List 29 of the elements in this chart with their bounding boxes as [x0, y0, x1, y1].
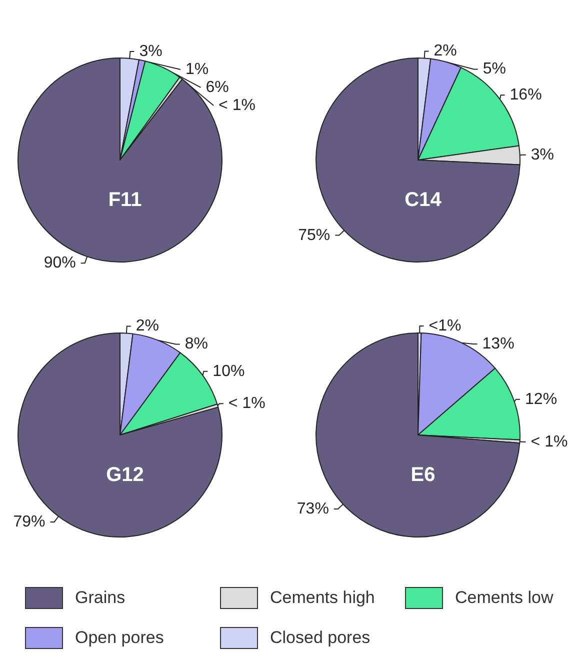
data-label: 79%	[13, 513, 46, 530]
data-label: 73%	[296, 500, 329, 518]
data-label: < 1%	[228, 395, 266, 412]
data-label: 5%	[482, 60, 506, 78]
text: E6	[410, 464, 436, 486]
data-label: 75%	[298, 226, 330, 244]
data-label: 1%	[185, 60, 209, 78]
legend-label: Cements low	[455, 588, 554, 608]
data-label: 16%	[510, 86, 542, 104]
text: F11	[108, 189, 142, 211]
legend-label: Closed pores	[270, 628, 370, 648]
data-label: 2%	[434, 42, 457, 60]
legend-label: Open pores	[75, 628, 164, 648]
data-label: 12%	[525, 390, 558, 408]
data-label: 10%	[212, 362, 245, 380]
text: G12	[106, 464, 144, 486]
data-label: 3%	[139, 42, 162, 60]
data-label: 90%	[44, 254, 76, 272]
data-label: 3%	[530, 146, 554, 164]
legend-label: Cements high	[270, 588, 375, 608]
data-label: 2%	[136, 318, 160, 335]
data-label: 8%	[184, 336, 208, 353]
text: C14	[404, 189, 442, 211]
data-label: < 1%	[530, 433, 568, 450]
legend-label: Grains	[75, 588, 126, 608]
data-label: 6%	[206, 78, 229, 96]
data-label: 13%	[482, 336, 514, 353]
data-label: < 1%	[218, 96, 256, 114]
data-label: <1%	[428, 318, 462, 335]
